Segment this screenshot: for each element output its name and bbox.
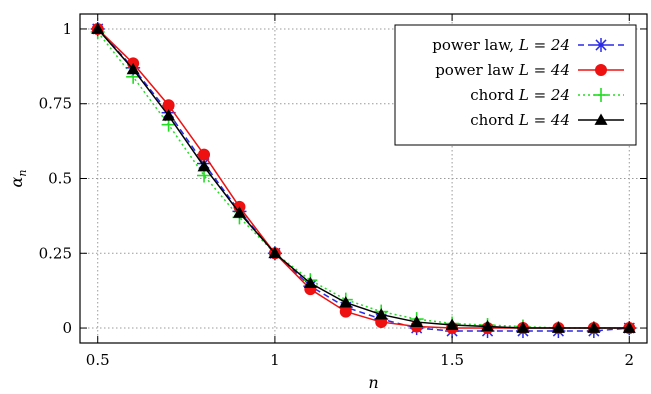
y-tick-label: 0	[62, 319, 72, 337]
y-tick-label: 0.75	[39, 95, 72, 113]
legend-label-text: chord	[470, 86, 519, 104]
legend-marker	[594, 88, 608, 102]
data-point	[198, 148, 211, 161]
data-point	[162, 109, 176, 121]
y-axis-title-subscript: n	[16, 170, 29, 177]
legend-label-math: L = 24	[518, 86, 570, 104]
data-point	[268, 246, 282, 259]
series-4	[91, 22, 636, 333]
legend-marker	[594, 38, 608, 52]
data-point	[162, 99, 175, 112]
tick-layer: 0.5 1 1.5 2 0 0.25 0.5 0.75 1	[39, 14, 647, 369]
legend-label: power law L = 44	[435, 61, 570, 79]
data-point	[481, 320, 495, 332]
legend-label-math: L = 24	[518, 36, 570, 54]
series-line	[97, 28, 630, 332]
data-point	[339, 305, 352, 318]
data-point	[445, 318, 459, 330]
data-point	[374, 308, 388, 320]
data-point	[516, 321, 530, 333]
legend-label-text: power law,	[432, 36, 519, 54]
data-point	[410, 315, 424, 327]
y-tick-label: 1	[62, 20, 72, 38]
data-point	[303, 276, 317, 289]
data-point	[197, 160, 211, 172]
y-tick-label: 0.5	[48, 170, 72, 188]
axis-titles: nαn	[7, 170, 379, 392]
legend-label-text: chord	[470, 111, 519, 129]
data-point	[339, 296, 353, 308]
y-tick-label: 0.25	[39, 244, 72, 262]
legend-label-math: L = 44	[518, 111, 570, 129]
data-point	[551, 321, 565, 333]
legend-label: chord L = 44	[470, 111, 570, 129]
legend-label: chord L = 24	[470, 86, 570, 104]
series-line	[97, 28, 630, 329]
x-tick-label: 0.5	[86, 351, 110, 369]
legend-label-text: power law	[435, 61, 519, 79]
y-axis-title-base: α	[7, 176, 26, 187]
legend-label-math: L = 44	[518, 61, 570, 79]
data-point	[126, 62, 140, 75]
x-tick-label: 1	[270, 351, 280, 369]
x-tick-label: 2	[625, 351, 635, 369]
y-axis-title: αn	[7, 170, 29, 188]
data-point	[587, 321, 601, 333]
data-point	[622, 321, 636, 333]
series-layer	[90, 21, 637, 339]
legend-label: power law, L = 24	[432, 36, 570, 54]
legend-marker	[594, 113, 608, 125]
x-tick-label: 1.5	[440, 351, 464, 369]
legend-marker	[595, 64, 607, 76]
data-point	[91, 22, 105, 34]
data-point	[232, 206, 246, 218]
x-axis-title: n	[368, 373, 378, 392]
